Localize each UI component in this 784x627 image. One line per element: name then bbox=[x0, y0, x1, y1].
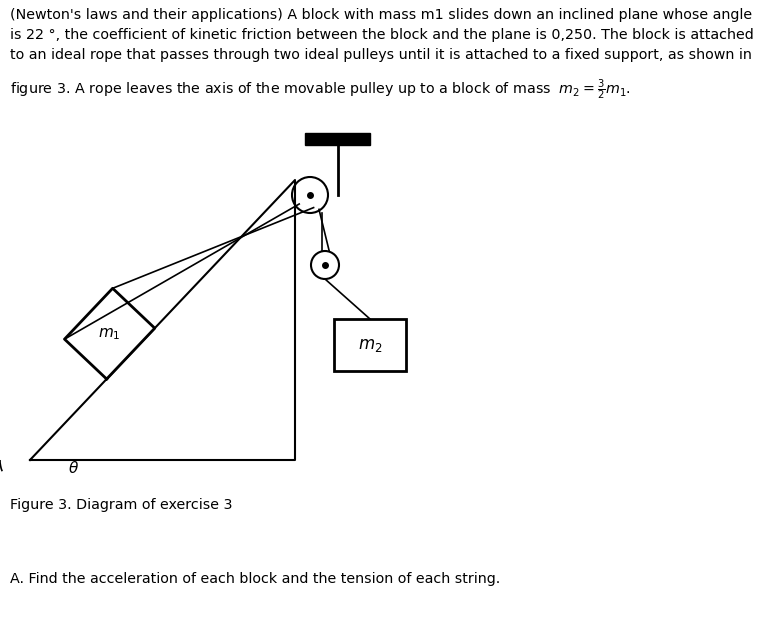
Text: $m_1$: $m_1$ bbox=[98, 326, 121, 342]
Text: A. Find the acceleration of each block and the tension of each string.: A. Find the acceleration of each block a… bbox=[10, 572, 500, 586]
Bar bbox=[334, 319, 406, 371]
Text: Figure 3. Diagram of exercise 3: Figure 3. Diagram of exercise 3 bbox=[10, 498, 233, 512]
Text: (Newton's laws and their applications) A block with mass m1 slides down an incli: (Newton's laws and their applications) A… bbox=[10, 8, 753, 62]
Text: figure 3. A rope leaves the axis of the movable pulley up to a block of mass  $m: figure 3. A rope leaves the axis of the … bbox=[10, 78, 631, 102]
Bar bbox=[305, 133, 370, 145]
Text: $\theta$: $\theta$ bbox=[68, 460, 79, 476]
Polygon shape bbox=[64, 288, 154, 379]
Text: $m_2$: $m_2$ bbox=[358, 336, 383, 354]
